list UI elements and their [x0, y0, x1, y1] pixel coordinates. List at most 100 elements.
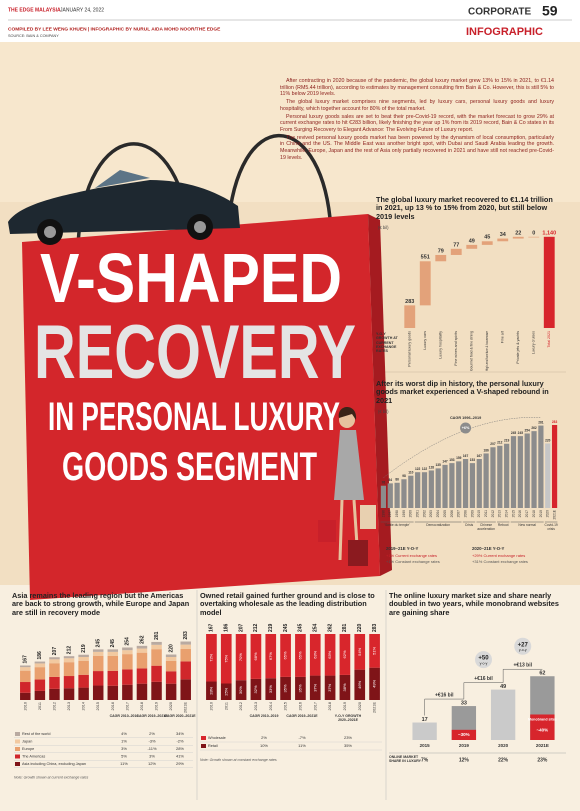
bar-segment	[107, 685, 119, 700]
bar	[404, 305, 416, 328]
bar-segment	[20, 667, 31, 671]
legend-swatch	[201, 736, 206, 740]
era-label: 'Sortie du temple'	[384, 523, 410, 527]
bar-segment	[34, 661, 46, 664]
category-label: 2012	[239, 702, 243, 710]
bar	[538, 425, 544, 508]
yoy-badge	[475, 651, 492, 669]
value-label: 147	[442, 460, 448, 464]
bar	[442, 464, 448, 508]
value-label: 84	[388, 478, 392, 482]
figure-leg	[338, 499, 344, 561]
bar-segment	[165, 657, 177, 661]
bar	[481, 241, 493, 245]
category-label: 2013	[498, 510, 502, 518]
value-label: 76	[382, 481, 386, 485]
category-label: Luxury cars	[423, 331, 427, 350]
bar	[528, 236, 540, 238]
legend-swatch	[15, 762, 20, 766]
bar-segment	[151, 644, 162, 650]
bar-segment	[265, 634, 277, 679]
monobrand-value: ~30%	[458, 732, 470, 737]
category-label: High-end furniture & houseware	[485, 331, 489, 371]
table-cell: 10%	[260, 743, 268, 748]
bar-segment	[49, 659, 60, 664]
increment-bracket	[424, 698, 464, 716]
category-label: Personal luxury goods	[408, 331, 412, 367]
category-label: 2003	[429, 510, 433, 518]
car	[8, 180, 240, 234]
total-label: 245	[283, 623, 289, 632]
value-label: 135	[436, 463, 442, 467]
legend-swatch	[15, 732, 20, 736]
unit-label: (€ bil)	[378, 225, 389, 230]
value-label: 86	[395, 478, 399, 482]
total-label: 186	[224, 623, 230, 632]
category-label: 2006	[450, 510, 454, 518]
segment-label: 67%	[268, 652, 273, 660]
category-label: 2015	[420, 743, 431, 748]
bar	[469, 463, 476, 508]
bar-segment	[235, 634, 247, 681]
legend-label: Wholesale	[208, 736, 226, 740]
bar-segment	[92, 649, 104, 652]
value-label: 283	[552, 420, 558, 424]
bar-segment	[63, 688, 75, 700]
legend-swatch	[15, 747, 20, 751]
category-label: 2021E	[373, 702, 377, 713]
table-cell: 2%	[149, 731, 155, 736]
increment-bracket	[502, 668, 543, 683]
increment-label: +€13 bil	[514, 663, 533, 669]
bar	[380, 485, 387, 508]
section: CORPORATE	[468, 7, 531, 18]
bar-segment	[206, 634, 217, 682]
bar-segment	[136, 645, 148, 649]
monobrand-segment	[530, 714, 555, 740]
bar-segment	[165, 671, 177, 684]
value-label: 0	[532, 230, 535, 236]
category-label: 2009	[470, 510, 474, 518]
legend-label: Asia including China, excluding Japan	[22, 762, 86, 766]
bar	[412, 722, 437, 740]
bar-segment	[20, 682, 31, 693]
value-label: 186	[483, 448, 489, 452]
table-cell: 4%	[121, 731, 127, 736]
total-label: 219	[81, 644, 87, 653]
bar-segment	[34, 667, 46, 680]
bar-segment	[180, 661, 191, 680]
headline: IN PERSONAL LUXURY	[48, 395, 340, 439]
segment-label: 30%	[238, 686, 243, 694]
intro-band	[0, 42, 580, 202]
figure-dress	[334, 430, 364, 500]
value-label: 153	[449, 458, 455, 462]
share-value: 12%	[459, 757, 470, 763]
bar-segment	[280, 676, 291, 700]
headline: RECOVERY	[34, 310, 356, 395]
headline: GOODS SEGMENT	[62, 445, 317, 489]
category-label: Private jets & yachts	[516, 331, 520, 364]
bar-segment	[92, 685, 104, 700]
segment-label: 38%	[342, 683, 347, 691]
table-cell: 12%	[148, 761, 156, 766]
row-label: Y-O-Y GROWTH AT CURRENT EXCHANGE RATES	[376, 332, 398, 354]
category-label: 2021E	[184, 702, 188, 713]
era-label: Chinese acceleration	[477, 523, 495, 531]
bar-segment	[165, 654, 177, 658]
yoy-value: +50	[478, 656, 489, 662]
bar-segment	[78, 657, 89, 661]
total-label: 207	[52, 647, 58, 656]
category-label: 2020	[358, 702, 362, 710]
bar-segment	[63, 676, 75, 689]
monobrand-label: Monobrand sites	[528, 717, 557, 721]
category-label: Luxury cruises	[532, 331, 536, 354]
bar-segment	[151, 641, 162, 645]
credits: COMPILED BY LEE WENG KHUEN | INFOGRAPHIC…	[8, 26, 221, 32]
bar-segment	[107, 670, 119, 686]
value-label: 17	[422, 717, 428, 723]
bar-segment	[78, 674, 89, 688]
value-label: 219	[504, 439, 510, 443]
table-cell: 3%	[121, 746, 127, 751]
value-label: 207	[490, 442, 496, 446]
segment-label: 35%	[297, 684, 302, 692]
share-row-label: ONLINE MARKET SHARE IN LUXURY	[389, 755, 421, 764]
